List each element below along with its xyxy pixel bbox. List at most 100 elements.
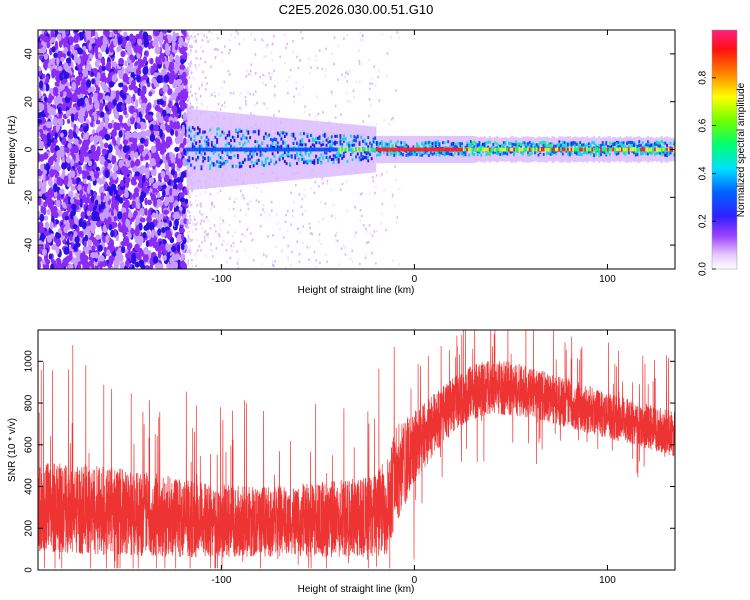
spectrogram-cell [354,205,356,209]
spectrogram-cell [113,166,117,172]
spectrogram-cell [118,159,125,168]
spectrogram-cell [334,234,337,237]
spectrogram-cell [113,37,119,47]
spectrogram-cell [311,143,314,147]
spectrogram-cell [275,160,278,164]
spectrogram-cell [223,161,226,165]
spectrogram-cell [303,142,306,146]
spectrogram-cell [304,147,307,152]
spectrogram-cell [299,147,302,152]
spectrogram-cell [367,159,370,163]
spectrogram-cell [70,158,75,167]
spectrogram-cell [368,114,370,118]
spectrogram-cell [70,113,75,123]
spectrogram-cell [81,221,87,230]
spectrogram-cell [152,30,159,37]
spectrogram-cell [121,104,126,112]
spectrogram-cell [123,122,128,130]
spectrogram-cell [457,141,460,145]
spectrogram-cell [188,201,191,205]
spectrogram-cell [169,120,174,127]
spectrogram-cell [142,231,147,239]
spectrogram-cell [370,143,373,147]
spectrogram-cell [173,183,178,191]
spectrogram-cell [306,135,309,139]
spectrogram-cell [228,142,231,146]
spectrogram-cell [68,36,74,45]
spectrogram-cell [358,147,361,152]
spectrogram-cell [300,30,302,34]
spectrogram-cells [38,30,675,269]
spectrogram-cell [443,147,446,152]
spectrogram-cell [221,130,224,134]
spectrogram-cell [298,193,301,196]
spectrogram-cell [501,152,504,156]
spectrogram-cell [44,174,50,181]
spectrogram-cell [426,141,429,145]
spectrogram-cell [187,190,189,194]
spectrogram-cell [130,227,135,236]
spectrogram-cell [383,118,385,122]
spectrogram-cell [226,141,229,145]
spectrogram-cell [419,150,422,154]
spectrogram-cell [337,160,340,164]
spectrogram-cell [189,253,192,256]
spectrogram-cell [369,150,372,154]
spectrogram-cell [527,153,530,157]
spectrogram-cell [169,54,174,63]
spectrogram-cell [95,234,101,240]
spectrogram-cell [168,76,174,85]
spectrogram-cell [186,147,189,152]
spectrogram-cell [287,144,290,148]
spectrogram-cell [299,143,302,147]
spectrogram-cell [270,158,273,162]
spectrogram-cell [90,86,96,93]
spectrogram-cell [187,87,189,91]
spectrogram-cell [254,140,257,144]
spectrogram-cell [353,135,356,139]
spectrogram-cell [362,147,365,152]
spectrogram-cell [148,91,153,97]
spectrogram-cell [161,56,166,63]
spectrogram-cell [336,147,339,152]
spectrogram-cell [359,31,362,35]
spectrogram-cell [316,161,320,165]
spectrogram-cell [195,223,197,226]
spectrogram-cell [96,145,101,155]
spectrogram-cell [210,161,214,165]
spectrogram-cell [368,224,371,227]
spectrogram-cell [429,145,433,149]
spectrogram-cell [520,150,523,154]
spectrogram-cell [49,201,54,211]
spectrogram-cell [152,239,157,249]
spectrogram-cell [336,157,339,161]
spectrogram-cell [145,112,149,121]
spectrogram-cell [261,263,264,266]
spectrogram-cell [257,147,261,152]
spectrogram-cell [209,157,212,161]
spectrogram-cell [464,153,467,157]
spectrogram-cell [279,227,281,231]
spectrogram-cell [87,185,91,195]
spectrogram-cell [191,258,193,262]
spectrogram-cell [98,102,104,111]
spectrogram-cell [336,239,339,243]
spectrogram-cell [341,156,344,160]
spectrogram-cell [509,141,512,145]
spectrogram-cell [255,199,258,202]
spectrogram-cell [488,153,492,157]
spectrogram-cell [385,228,387,232]
spectrogram-cell [206,82,208,85]
spectrogram-cell [230,155,233,159]
spectrogram-cell [236,250,238,253]
spectrogram-cell [192,106,195,110]
spectrogram-cell [285,147,288,152]
spectrogram-cell [100,44,107,52]
spectrogram-cell [182,71,187,79]
spectrogram-cell [300,58,302,62]
spectrogram-cell [198,244,201,248]
spectrogram-cell [270,209,273,212]
spectrogram-cell [94,153,100,162]
spectrogram-cell [186,151,189,155]
spectrogram-cell [412,145,415,149]
